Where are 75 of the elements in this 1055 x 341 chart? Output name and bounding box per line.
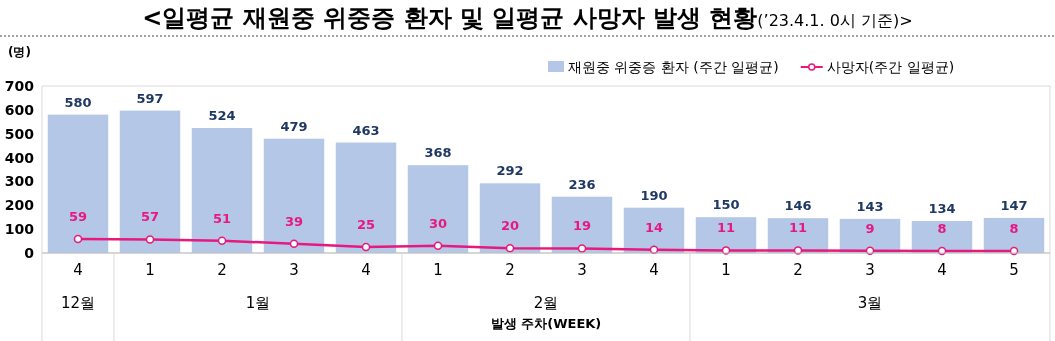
x-tick-label: 1 bbox=[433, 261, 443, 279]
data-label: 479 bbox=[280, 118, 308, 134]
x-tick-label: 2 bbox=[217, 261, 227, 279]
chart-title: <일평균 재원중 위중증 환자 및 일평균 사망자 발생 현황(’23.4.1. 0시 기준)> bbox=[142, 4, 913, 32]
data-label: 57 bbox=[140, 209, 160, 225]
y-axis-title: (명) bbox=[8, 45, 31, 59]
y-tick-label: 300 bbox=[4, 173, 35, 190]
point bbox=[145, 235, 155, 244]
y-tick-label: 600 bbox=[4, 101, 35, 118]
x-axis-title: 발생 주차(WEEK) bbox=[490, 316, 602, 331]
text: 3월 bbox=[857, 294, 883, 312]
point bbox=[505, 243, 515, 253]
bar bbox=[479, 183, 541, 253]
bar bbox=[407, 165, 469, 253]
data-label: 143 bbox=[856, 198, 884, 214]
y-tick-label: 500 bbox=[4, 125, 35, 142]
point bbox=[361, 242, 371, 252]
bar bbox=[263, 138, 325, 253]
bar bbox=[191, 127, 253, 253]
data-label: 236 bbox=[568, 176, 596, 192]
data-label: 9 bbox=[865, 220, 875, 236]
x-tick-label: 1 bbox=[721, 261, 731, 279]
text: 12월 bbox=[60, 294, 96, 312]
data-label: 25 bbox=[356, 217, 376, 233]
data-label: 39 bbox=[284, 213, 304, 229]
y-tick-label: 200 bbox=[4, 197, 35, 214]
data-label: 14 bbox=[644, 219, 664, 235]
x-tick-label: 4 bbox=[361, 261, 371, 279]
point bbox=[289, 239, 299, 248]
data-label: 11 bbox=[788, 220, 808, 236]
x-tick-label: 4 bbox=[649, 261, 659, 279]
y-tick-label: 400 bbox=[4, 149, 35, 166]
x-tick-label: 4 bbox=[73, 261, 83, 279]
x-tick-label: 3 bbox=[865, 261, 875, 279]
data-label: 8 bbox=[937, 221, 947, 237]
x-tick-label: 2 bbox=[505, 261, 515, 279]
data-label: 580 bbox=[64, 94, 92, 110]
y-tick-label: 0 bbox=[24, 245, 35, 261]
data-label: 8 bbox=[1009, 221, 1019, 237]
x-tick-label: 1 bbox=[145, 261, 155, 279]
data-label: 463 bbox=[352, 122, 380, 138]
bar bbox=[119, 110, 181, 253]
text: 1월 bbox=[245, 294, 271, 312]
text: 2월 bbox=[533, 294, 559, 312]
x-tick-label: 5 bbox=[1009, 261, 1019, 279]
data-label: 51 bbox=[212, 210, 232, 226]
x-tick-label: 3 bbox=[577, 261, 587, 279]
data-label: 146 bbox=[784, 198, 812, 214]
data-label: 368 bbox=[424, 145, 452, 161]
data-label: 292 bbox=[496, 163, 524, 179]
point bbox=[217, 236, 227, 246]
data-label: 150 bbox=[712, 197, 740, 213]
data-label: 11 bbox=[716, 220, 736, 236]
point bbox=[433, 241, 443, 251]
legend-label: 사망자(주간 일평균) bbox=[826, 59, 955, 75]
data-label: 20 bbox=[500, 218, 520, 234]
y-tick-label: 100 bbox=[4, 221, 35, 238]
bar bbox=[551, 196, 613, 253]
y-tick-label: 700 bbox=[4, 78, 35, 94]
data-label: 30 bbox=[428, 215, 448, 231]
x-tick-label: 3 bbox=[289, 261, 299, 279]
legend-label: 재원중 위중증 환자 (주간 일평균) bbox=[568, 59, 779, 75]
data-label: 134 bbox=[928, 201, 956, 217]
data-label: 19 bbox=[572, 218, 592, 234]
data-label: 524 bbox=[208, 107, 236, 123]
bar bbox=[47, 114, 109, 253]
data-label: 597 bbox=[136, 90, 164, 106]
point bbox=[73, 234, 83, 244]
data-label: 190 bbox=[640, 187, 668, 203]
x-tick-label: 2 bbox=[793, 261, 803, 279]
data-label: 59 bbox=[68, 208, 88, 224]
x-tick-label: 4 bbox=[937, 261, 947, 279]
point bbox=[577, 244, 587, 253]
data-label: 147 bbox=[1000, 197, 1028, 213]
bar bbox=[335, 142, 397, 253]
